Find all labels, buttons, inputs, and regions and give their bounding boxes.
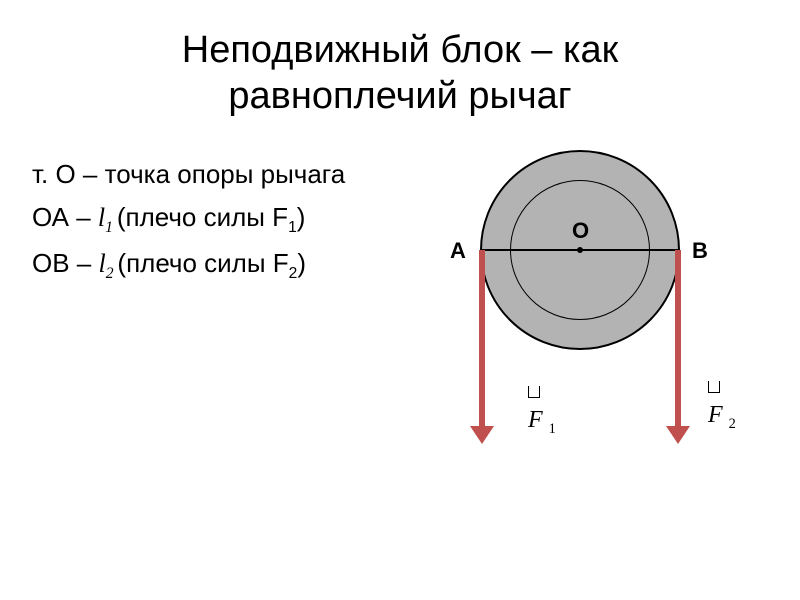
label-o: О: [572, 218, 589, 244]
f2-sub: 2: [729, 416, 736, 432]
force-label-f2: F 2: [708, 375, 736, 433]
line3-l: l: [98, 249, 105, 278]
line2-prefix: ОА –: [32, 202, 98, 232]
force-arrow-f2: [675, 250, 681, 430]
pulley-diagram: О А В F 1 F 2: [440, 150, 760, 500]
title-line1: Неподвижный блок – как: [182, 29, 618, 71]
force-arrow-f1: [479, 250, 485, 430]
line3-end: ): [297, 248, 306, 278]
line2-fsub: 1: [288, 219, 297, 236]
content-text: т. О – точка опоры рычага ОА – l1 (плечо…: [32, 155, 345, 289]
line2-rest: (плечо силы F: [117, 202, 288, 232]
f1-letter: F: [528, 407, 543, 433]
line3-rest: (плечо силы F: [117, 248, 288, 278]
f1-text: F 1: [528, 407, 556, 438]
content-line-2: ОА – l1 (плечо силы F1): [32, 198, 345, 240]
content-line-1: т. О – точка опоры рычага: [32, 155, 345, 194]
line3-lsub: 2: [106, 265, 118, 282]
slide-title: Неподвижный блок – как равноплечий рычаг: [0, 0, 800, 119]
line3-prefix: ОВ –: [32, 248, 98, 278]
label-a: А: [450, 238, 466, 264]
line1-text: т. О – точка опоры рычага: [32, 159, 345, 189]
title-line2: равноплечий рычаг: [228, 75, 571, 117]
f2-text: F 2: [708, 402, 736, 433]
vector-box-icon: [528, 386, 540, 398]
line2-lsub: 1: [105, 219, 117, 236]
content-line-3: ОВ – l2 (плечо силы F2): [32, 244, 345, 286]
vector-box-icon: [708, 381, 720, 393]
label-b: В: [692, 238, 708, 264]
center-point: [577, 247, 583, 253]
force-label-f1: F 1: [528, 380, 556, 438]
f1-sub: 1: [549, 421, 556, 437]
line2-end: ): [297, 202, 306, 232]
f2-letter: F: [708, 402, 723, 428]
